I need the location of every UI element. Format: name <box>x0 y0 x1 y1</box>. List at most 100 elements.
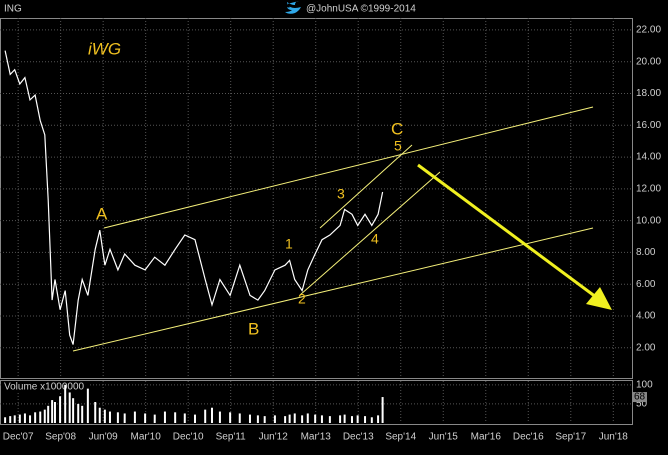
volume-bar <box>23 413 26 423</box>
volume-bar <box>263 416 266 423</box>
volume-bar <box>72 398 75 423</box>
volume-bar <box>86 388 89 423</box>
volume-bar <box>9 416 12 423</box>
volume-bar <box>144 413 147 423</box>
volume-bar <box>343 414 346 423</box>
y-tick-label: 16.00 <box>636 120 661 131</box>
y-tick-label: 50 <box>636 399 648 410</box>
x-tick-label: Sep'08 <box>45 432 76 443</box>
volume-bar <box>238 413 241 423</box>
volume-bar <box>306 413 309 423</box>
forecast-arrow <box>417 163 601 302</box>
volume-bar <box>356 415 359 423</box>
volume-bar <box>51 400 54 423</box>
last-value-label: 68 <box>634 392 646 403</box>
volume-bar <box>350 416 353 423</box>
volume-bar <box>288 414 291 423</box>
volume-label-box <box>2 381 90 392</box>
volume-bar <box>18 414 21 423</box>
x-tick-label: Mar'13 <box>301 432 332 443</box>
price-line <box>4 50 384 345</box>
volume-bar <box>47 405 50 423</box>
annotation: 5 <box>394 138 402 154</box>
volume-bar <box>183 413 186 423</box>
y-tick-label: 20.00 <box>636 56 661 67</box>
annotation: iWG <box>88 39 121 58</box>
y-tick-label: 2.00 <box>636 342 656 353</box>
volume-bar <box>248 414 251 423</box>
x-tick-label: Mar'16 <box>471 432 502 443</box>
volume-bar <box>77 403 80 423</box>
annotation: 4 <box>371 231 379 247</box>
inner-channel-upper <box>319 144 413 229</box>
volume-bar <box>43 409 46 423</box>
volume-bar <box>133 411 136 423</box>
annotation: 2 <box>298 291 306 307</box>
x-tick-label: Sep'14 <box>385 432 416 443</box>
volume-bar <box>4 417 7 423</box>
volume-title: Volume x1000000 <box>4 382 85 393</box>
volume-bar <box>59 396 62 423</box>
volume-bar <box>13 415 16 423</box>
price-panel <box>0 18 633 379</box>
volume-bar <box>94 402 97 423</box>
volume-bar <box>174 412 177 423</box>
volume-bar <box>163 411 166 423</box>
volume-bar <box>29 415 32 423</box>
volume-bar <box>193 414 196 423</box>
volume-bar <box>116 412 119 423</box>
annotation: 3 <box>337 186 345 202</box>
volume-bar <box>364 416 367 423</box>
volume-bar <box>339 415 342 423</box>
volume-bar <box>377 415 380 423</box>
volume-bar <box>68 392 71 423</box>
x-tick-label: Jun'18 <box>599 432 629 443</box>
x-tick-label: Jun'09 <box>89 432 119 443</box>
volume-bar <box>81 405 84 423</box>
x-tick-label: Jun'15 <box>429 432 459 443</box>
volume-bar <box>284 416 287 423</box>
x-tick-label: Jun'12 <box>259 432 289 443</box>
annotation: B <box>248 319 259 338</box>
lower-channel <box>72 227 594 352</box>
volume-bar <box>218 411 221 423</box>
twitter-icon <box>285 1 301 14</box>
x-tick-label: Dec'07 <box>3 432 34 443</box>
volume-panel <box>0 380 633 425</box>
y-tick-label: 18.00 <box>636 88 661 99</box>
volume-bar <box>256 415 259 423</box>
last-value-box <box>633 392 647 403</box>
annotation: 1 <box>285 236 293 252</box>
volume-bar <box>34 412 37 423</box>
volume-bar <box>370 417 373 423</box>
volume-bar <box>293 413 296 423</box>
volume-bar <box>381 397 384 423</box>
volume-bar <box>204 409 207 423</box>
y-tick-label: 8.00 <box>636 247 656 258</box>
volume-bar <box>39 411 42 423</box>
inner-channel-lower <box>299 171 441 296</box>
y-tick-label: 12.00 <box>636 184 661 195</box>
upper-channel <box>103 106 594 229</box>
y-tick-label: 10.00 <box>636 215 661 226</box>
volume-bar <box>273 415 276 423</box>
volume-bar <box>229 412 232 423</box>
volume-bar <box>153 414 156 423</box>
volume-bar <box>64 384 67 423</box>
annotation: A <box>96 204 108 223</box>
annotation: C <box>391 119 403 138</box>
x-tick-label: Dec'10 <box>173 432 204 443</box>
x-tick-label: Sep'17 <box>555 432 586 443</box>
y-tick-label: 14.00 <box>636 152 661 163</box>
volume-bar <box>210 407 213 423</box>
x-tick-label: Sep'11 <box>216 432 247 443</box>
volume-bar <box>103 409 106 423</box>
volume-bar <box>320 415 323 423</box>
y-tick-label: 22.00 <box>636 25 661 36</box>
credit: @JohnUSA ©1999-2014 <box>306 4 416 15</box>
symbol: ING <box>4 4 22 15</box>
x-tick-label: Dec'13 <box>343 432 374 443</box>
y-tick-label: 100 <box>636 379 653 390</box>
